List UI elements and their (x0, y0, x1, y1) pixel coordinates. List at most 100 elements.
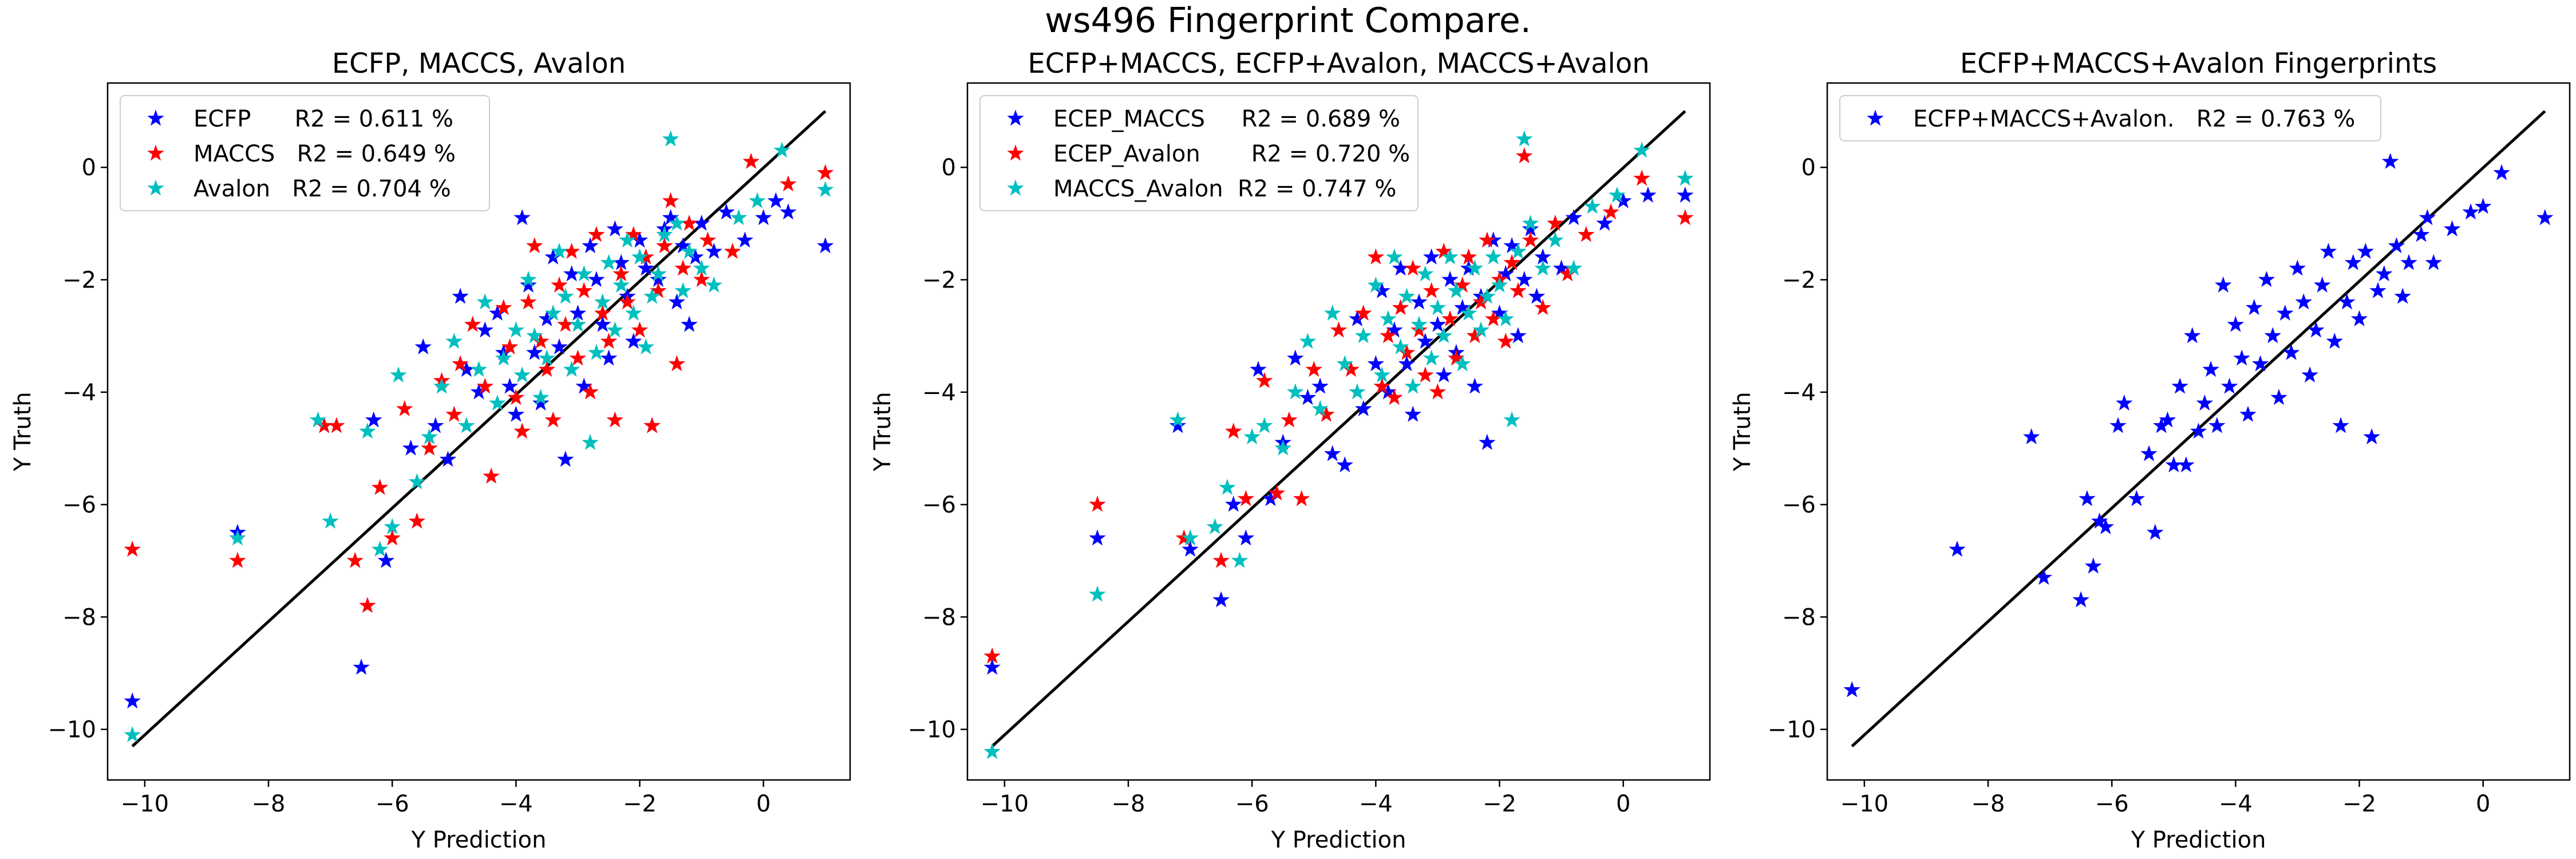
data-point (124, 726, 141, 743)
data-point (582, 434, 599, 450)
data-point (2147, 523, 2164, 540)
data-point (1423, 282, 1440, 298)
data-point (1287, 383, 1304, 400)
data-point (600, 254, 618, 270)
data-point (544, 411, 562, 428)
data-point (1522, 231, 1539, 248)
data-point (2208, 417, 2226, 434)
data-point (427, 417, 444, 434)
data-point (1677, 186, 1694, 203)
y-tick-label: −4 (1782, 380, 1816, 406)
data-point (637, 259, 655, 276)
data-point (538, 360, 556, 377)
data-point (532, 394, 550, 411)
data-point (1565, 208, 1582, 226)
y-tick-label: −6 (62, 492, 96, 518)
data-point (1503, 411, 1520, 428)
chart-panel-3: ECFP+MACCS+Avalon Fingerprints −10 −8 −6 −4 −… (1729, 48, 2571, 853)
y-tick-label: −6 (1782, 492, 1816, 518)
data-point (1602, 203, 1619, 220)
data-point (2270, 389, 2287, 405)
data-point (1578, 226, 1595, 242)
data-point (631, 321, 649, 338)
data-point (1423, 248, 1440, 265)
x-axis-label: Y Prediction (411, 827, 547, 853)
data-point (655, 226, 673, 242)
legend: ECFP R2 = 0.611 % MACCS R2 = 0.649 % Avalo… (120, 95, 490, 211)
data-point (2289, 259, 2306, 276)
x-tick-label: −10 (1840, 791, 1888, 817)
data-point (983, 659, 1001, 675)
legend-label: ECEP_MACCS R2 = 0.689 % (1053, 106, 1400, 132)
y-tick-label: −2 (922, 267, 956, 294)
data-point (2394, 287, 2411, 304)
data-point (1472, 321, 1490, 338)
data-point (563, 360, 580, 377)
data-point (693, 270, 710, 287)
data-point (495, 299, 512, 316)
data-point (513, 208, 531, 226)
y-tick-label: −8 (62, 604, 96, 631)
x-tick-label: 0 (2476, 791, 2490, 817)
data-point (1484, 248, 1502, 265)
data-point (1243, 428, 1261, 444)
data-point (371, 541, 389, 557)
data-point (619, 231, 636, 248)
data-point (2084, 557, 2102, 574)
data-point (229, 551, 246, 568)
data-point (1386, 389, 1403, 405)
legend-label: MACCS R2 = 0.649 % (193, 141, 456, 167)
data-point (1336, 456, 1354, 472)
data-point (613, 276, 630, 293)
data-point (724, 242, 741, 259)
data-point (445, 405, 463, 422)
series-2 (124, 152, 834, 613)
data-point (520, 270, 537, 287)
data-point (606, 321, 624, 338)
data-point (730, 208, 748, 226)
figure-suptitle: ws496 Fingerprint Compare. (1045, 1, 1531, 41)
data-point (1491, 276, 1508, 293)
data-point (377, 551, 395, 568)
data-point (1392, 299, 1409, 316)
series-2 (983, 147, 1694, 664)
data-point (2412, 226, 2430, 242)
data-point (551, 276, 568, 293)
data-point (1256, 372, 1273, 388)
axes-frame (1826, 82, 2571, 781)
data-point (1633, 170, 1650, 186)
x-tick-label: −8 (1112, 791, 1145, 817)
data-point (1311, 400, 1329, 416)
data-point (2109, 417, 2127, 434)
data-point (513, 422, 531, 439)
data-point (773, 141, 791, 158)
legend-marker (147, 109, 164, 126)
data-point (2282, 344, 2300, 360)
reference-line (131, 110, 827, 747)
data-point (2381, 152, 2399, 169)
y-tick-label: −8 (922, 604, 956, 631)
data-point (2425, 254, 2442, 270)
data-point (2326, 332, 2344, 349)
data-point (359, 597, 376, 613)
data-point (983, 647, 1001, 664)
series-1 (1843, 152, 2554, 698)
data-point (538, 349, 556, 366)
data-point (1453, 355, 1471, 372)
data-point (1274, 439, 1291, 456)
data-point (749, 192, 766, 208)
data-point (2350, 310, 2368, 326)
data-point (1510, 242, 1527, 259)
data-point (1349, 383, 1366, 400)
data-point (2022, 428, 2040, 444)
data-point (569, 349, 587, 366)
data-point (594, 316, 611, 332)
data-point (452, 287, 469, 304)
data-point (1206, 518, 1224, 534)
chart-title: ECFP+MACCS, ECFP+Avalon, MACCS+Avalon (1028, 48, 1649, 80)
data-point (1089, 495, 1106, 512)
data-point (1299, 332, 1317, 349)
data-point (1089, 529, 1106, 546)
data-point (1404, 377, 1421, 394)
data-point (1323, 304, 1341, 321)
